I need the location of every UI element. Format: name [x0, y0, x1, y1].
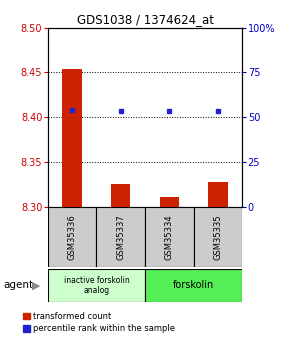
Text: ▶: ▶ — [32, 280, 41, 290]
Text: GSM35337: GSM35337 — [116, 214, 125, 260]
Text: inactive forskolin
analog: inactive forskolin analog — [64, 276, 129, 295]
Text: forskolin: forskolin — [173, 280, 214, 290]
Title: GDS1038 / 1374624_at: GDS1038 / 1374624_at — [77, 13, 213, 27]
Bar — [160, 197, 179, 207]
Bar — [145, 269, 242, 302]
Bar — [111, 184, 130, 207]
Bar — [48, 207, 96, 267]
Legend: transformed count, percentile rank within the sample: transformed count, percentile rank withi… — [23, 312, 175, 333]
Bar — [145, 207, 194, 267]
Text: GSM35336: GSM35336 — [68, 214, 77, 260]
Bar — [48, 269, 145, 302]
Bar — [208, 182, 228, 207]
Text: GSM35335: GSM35335 — [213, 214, 222, 260]
Bar — [62, 69, 82, 207]
Text: GSM35334: GSM35334 — [165, 214, 174, 260]
Bar — [96, 207, 145, 267]
Text: agent: agent — [3, 280, 33, 290]
Bar — [194, 207, 242, 267]
